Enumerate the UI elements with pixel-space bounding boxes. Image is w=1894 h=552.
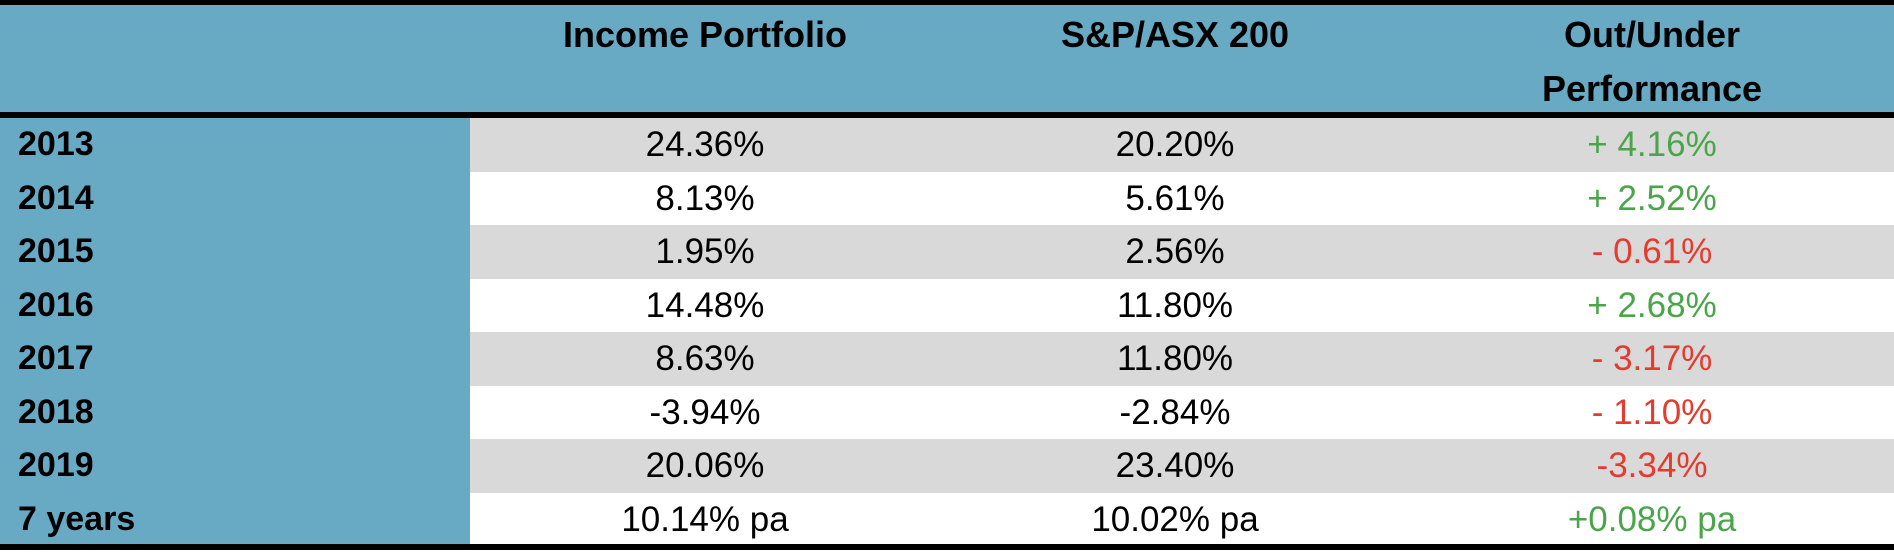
sp-asx-200-value: 11.80% — [1116, 339, 1234, 378]
performance-diff-value: +0.08% pa — [1567, 499, 1737, 539]
income-portfolio-value: 10.14% pa — [621, 499, 789, 539]
table-row: 2016 14.48% 11.80% + 2.68% — [0, 278, 1894, 332]
performance-diff-value: + 2.68% — [1587, 285, 1717, 325]
income-portfolio-value: 24.36% — [645, 125, 765, 164]
row-label: 2013 — [0, 118, 470, 172]
income-portfolio-value: 14.48% — [645, 285, 765, 325]
sp-asx-200-value: 20.20% — [1115, 125, 1235, 164]
table-row: 7 years 10.14% pa 10.02% pa +0.08% pa — [0, 492, 1894, 546]
row-label: 2019 — [0, 439, 470, 493]
income-portfolio-value: 8.63% — [655, 339, 755, 378]
row-background — [470, 225, 1894, 279]
income-portfolio-value: 20.06% — [645, 446, 765, 485]
income-portfolio-value: 8.13% — [655, 178, 755, 218]
header-sp-asx-200: S&P/ASX 200 — [1060, 14, 1290, 55]
row-label: 2014 — [0, 171, 470, 225]
income-portfolio-value: -3.94% — [649, 392, 761, 432]
sp-asx-200-value: 5.61% — [1125, 178, 1225, 218]
sp-asx-200-value: 10.02% pa — [1091, 499, 1259, 539]
table-row: 2013 24.36% 20.20% + 4.16% — [0, 118, 1894, 172]
row-label: 2015 — [0, 225, 470, 279]
performance-diff-value: + 2.52% — [1587, 178, 1717, 218]
performance-diff-value: - 1.10% — [1591, 392, 1713, 432]
row-label: 2018 — [0, 385, 470, 439]
table-row: 2014 8.13% 5.61% + 2.52% — [0, 171, 1894, 225]
sp-asx-200-value: 23.40% — [1115, 446, 1235, 485]
row-label: 7 years — [0, 492, 470, 546]
header-out-under-performance: Out/Under Performance — [1410, 8, 1894, 115]
row-background — [470, 118, 1894, 172]
performance-diff-value: -3.34% — [1596, 446, 1708, 485]
performance-diff-value: - 3.17% — [1591, 339, 1713, 378]
table-row: 2019 20.06% 23.40% -3.34% — [0, 439, 1894, 493]
header-out-under-line1: Out/Under — [1564, 14, 1740, 55]
income-portfolio-value: 1.95% — [655, 232, 755, 271]
sp-asx-200-value: 2.56% — [1125, 232, 1225, 271]
row-label: 2016 — [0, 278, 470, 332]
table-header: Income Portfolio S&P/ASX 200 Out/Under P… — [0, 5, 1894, 112]
bottom-border — [0, 544, 1894, 550]
row-background — [470, 332, 1894, 386]
row-background — [470, 439, 1894, 493]
header-income-portfolio: Income Portfolio — [562, 14, 847, 55]
table-row: 2018 -3.94% -2.84% - 1.10% — [0, 385, 1894, 439]
sp-asx-200-value: -2.84% — [1119, 392, 1231, 432]
table-row: 2015 1.95% 2.56% - 0.61% — [0, 225, 1894, 279]
table-row: 2017 8.63% 11.80% - 3.17% — [0, 332, 1894, 386]
performance-diff-value: + 4.16% — [1587, 125, 1717, 164]
row-label: 2017 — [0, 332, 470, 386]
header-divider — [0, 112, 1894, 118]
top-border — [0, 0, 1894, 5]
performance-diff-value: - 0.61% — [1591, 232, 1713, 271]
sp-asx-200-value: 11.80% — [1116, 285, 1234, 325]
header-out-under-line2: Performance — [1541, 68, 1763, 109]
